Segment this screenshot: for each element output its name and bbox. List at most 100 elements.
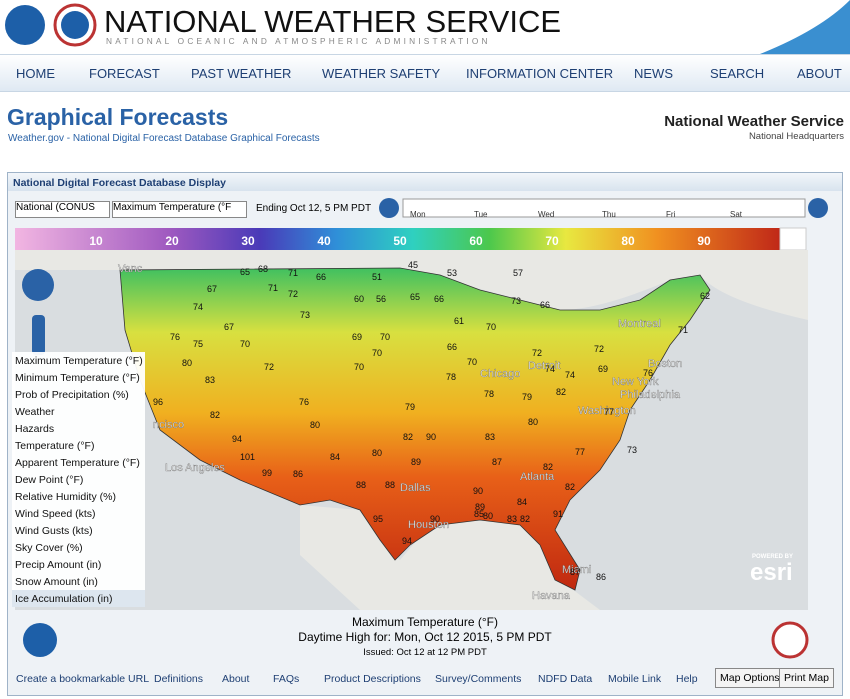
nav-item[interactable]: INFORMATION CENTER: [466, 66, 614, 81]
temp-label: 66: [447, 342, 457, 352]
temp-label: 71: [678, 325, 688, 335]
footer-link[interactable]: Definitions: [154, 673, 204, 685]
temp-label: 73: [627, 445, 637, 455]
temp-label: 70: [467, 357, 477, 367]
temp-label: 72: [532, 348, 542, 358]
breadcrumb[interactable]: Weather.gov - National Digital Forecast …: [8, 133, 320, 144]
us-map: [119, 267, 711, 591]
temp-label: 74: [545, 364, 555, 374]
legend-label: 30: [241, 234, 255, 248]
canada: [15, 250, 808, 320]
nav-bar: HOME FORECAST PAST WEATHER WEATHER SAFETY IN…: [0, 54, 850, 92]
temp-label: 89: [475, 502, 485, 512]
region-select[interactable]: National (CONUS: [15, 201, 110, 218]
site-subtitle: NATIONAL OCEANIC AND ATMOSPHERIC ADMINIS…: [106, 36, 491, 46]
footer-link[interactable]: FAQs: [273, 673, 300, 685]
prev-button[interactable]: [379, 198, 399, 218]
header: NATIONAL WEATHER SERVICE NATIONAL OCEANI…: [5, 0, 850, 54]
temp-label: 71: [268, 283, 278, 293]
temp-label: 80: [372, 448, 382, 458]
nav-item[interactable]: HOME: [16, 66, 55, 81]
temp-label: 70: [240, 339, 250, 349]
footer-link[interactable]: Product Descriptions: [324, 673, 421, 685]
layer-menu-item: Relative Humidity (%): [15, 491, 116, 503]
temp-label: 80: [528, 417, 538, 427]
city-label: New York: [612, 376, 659, 388]
temp-label: 73: [511, 296, 521, 306]
temp-label: 70: [372, 348, 382, 358]
legend-end: [779, 227, 807, 251]
temp-label: 74: [565, 370, 575, 380]
pan-control[interactable]: [22, 269, 54, 301]
temp-label: 76: [299, 397, 309, 407]
timeline-day: Thu: [602, 210, 616, 219]
legend-label: 90: [697, 234, 711, 248]
timeline[interactable]: [402, 198, 806, 218]
footer-button[interactable]: Map Options: [715, 668, 785, 688]
layer-menu-item: Snow Amount (in): [15, 576, 98, 588]
layer-menu-item: Maximum Temperature (°F): [15, 355, 143, 367]
caption-line: Daytime High for: Mon, Oct 12 2015, 5 PM…: [298, 630, 552, 644]
temp-label: 78: [484, 389, 494, 399]
temp-label: 82: [565, 482, 575, 492]
temp-label: 70: [354, 362, 364, 372]
temp-label: 70: [486, 322, 496, 332]
temp-label: 77: [575, 447, 585, 457]
layer-menu-item: Minimum Temperature (°F): [15, 372, 140, 384]
layer-menu-item: Sky Cover (%): [15, 542, 83, 554]
layer-menu-item: Temperature (°F): [15, 440, 94, 452]
footer-link[interactable]: NDFD Data: [538, 673, 593, 685]
temp-label: 79: [522, 392, 532, 402]
layer-menu-item: Dew Point (°F): [15, 474, 83, 486]
footer-link[interactable]: Survey/Comments: [435, 673, 522, 685]
temp-label: 91: [553, 509, 563, 519]
temp-label: 51: [372, 272, 382, 282]
city-label: Chicago: [480, 368, 520, 380]
temp-label: 82: [543, 462, 553, 472]
city-label: Dallas: [400, 482, 431, 494]
nav-item[interactable]: ABOUT: [797, 66, 842, 81]
footer-button[interactable]: Print Map: [779, 668, 834, 688]
temp-label: 78: [446, 372, 456, 382]
footer-link[interactable]: Help: [676, 673, 698, 685]
city-label: Boston: [648, 358, 682, 370]
caption-title: Maximum Temperature (°F): [352, 615, 498, 629]
next-button[interactable]: [808, 198, 828, 218]
legend-label: 20: [165, 234, 179, 248]
temp-label: 80: [483, 511, 493, 521]
nav-item[interactable]: NEWS: [634, 66, 673, 81]
zoom-control[interactable]: [32, 315, 45, 355]
temp-label: 90: [473, 486, 483, 496]
footer-link[interactable]: Create a bookmarkable URL: [16, 673, 150, 685]
city-label: Houston: [408, 519, 449, 531]
nav-item[interactable]: PAST WEATHER: [191, 66, 292, 81]
temp-label: 89: [411, 457, 421, 467]
layer-menu-item: Precip Amount (in): [15, 559, 101, 571]
footer-link[interactable]: Mobile Link: [608, 673, 662, 685]
page-title: Graphical Forecasts: [7, 104, 229, 130]
nav-item[interactable]: SEARCH: [710, 66, 765, 81]
layer-menu-item: Apparent Temperature (°F): [15, 457, 140, 469]
temp-label: 83: [507, 514, 517, 524]
nav-item[interactable]: FORECAST: [89, 66, 160, 81]
caption-issued: Issued: Oct 12 at 12 PM PDT: [363, 647, 487, 658]
legend-label: 40: [317, 234, 331, 248]
temp-label: 65: [410, 292, 420, 302]
legend-label: 70: [545, 234, 559, 248]
menu-highlight: [12, 590, 145, 607]
element-select[interactable]: Maximum Temperature (°F: [112, 201, 247, 218]
temp-label: 87: [570, 567, 580, 577]
city-label: Atlanta: [520, 471, 555, 483]
timeline-day: Wed: [538, 210, 554, 219]
temp-label: 56: [376, 294, 386, 304]
footer-link[interactable]: About: [222, 673, 250, 685]
nav-item[interactable]: WEATHER SAFETY: [322, 66, 441, 81]
layer-menu-item: Wind Speed (kts): [15, 508, 96, 520]
temp-label: 82: [210, 410, 220, 420]
temp-label: 60: [354, 294, 364, 304]
temp-label: 94: [402, 536, 412, 546]
temp-label: 65: [240, 267, 250, 277]
noaa-logo-small: [23, 623, 57, 657]
temp-label: 70: [380, 332, 390, 342]
